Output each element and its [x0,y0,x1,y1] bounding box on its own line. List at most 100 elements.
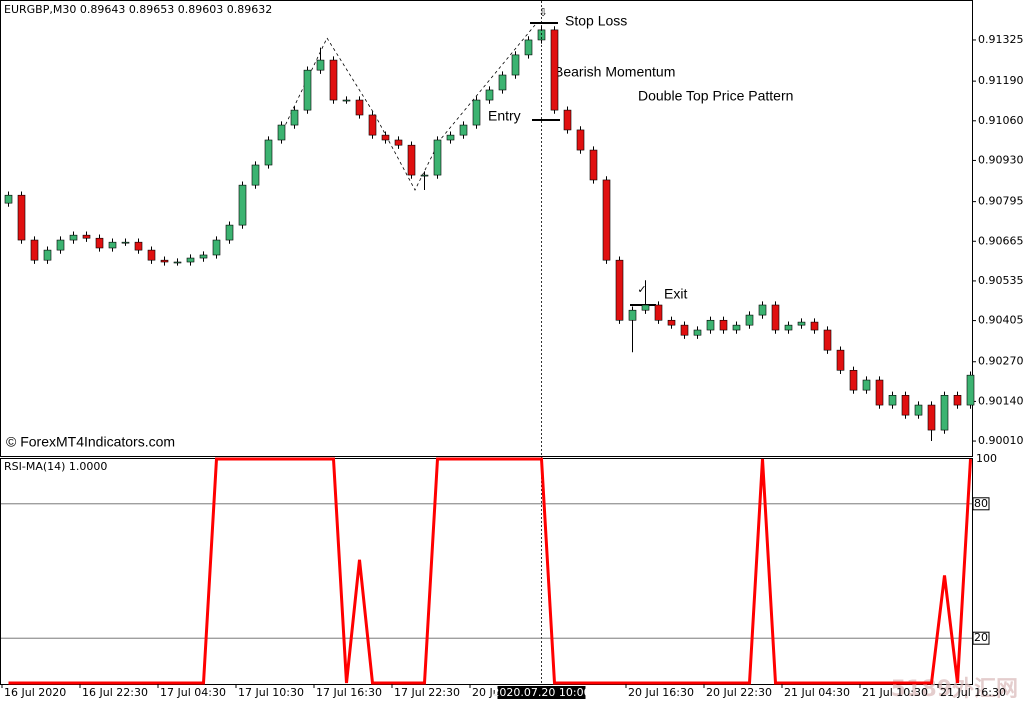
candle-body [95,237,104,249]
candle-body [433,139,442,176]
y-tick-label: 0.90665 [978,234,1024,247]
y-tick-label: 0.90270 [978,355,1024,368]
candle-body [771,304,780,331]
candle-body [316,59,325,71]
cursor-label-box [497,686,586,699]
indicator-line [8,457,972,685]
candle-body [4,194,13,204]
candle-body [212,239,221,256]
candle-body [641,304,650,311]
candle-body [680,324,689,336]
candle-body [160,259,169,263]
sell-arrow: ⇩ [538,6,547,19]
candle-body [875,379,884,406]
y-tick-label: 0.90140 [978,394,1024,407]
y-tick-label: 20 [974,631,988,644]
candle-body [823,329,832,351]
candle-body [121,241,130,244]
candle-body [134,241,143,251]
indicator-title: RSI-MA(14) 1.0000 [4,460,107,473]
x-tick-label: 17 Jul 10:30 [238,686,304,699]
candle-body [810,321,819,331]
x-tick-label: 21 Jul 10:30 [862,686,928,699]
candle-body [420,174,429,177]
candle-body [524,39,533,56]
candle-body [251,164,260,186]
candle-body [355,99,364,116]
candle-body [290,109,299,126]
candle-body [303,69,312,111]
annotation: Exit [664,286,687,302]
x-tick-label: 21 Jul 04:30 [784,686,850,699]
candle-body [186,257,195,263]
x-tick-label: 17 Jul 22:30 [394,686,460,699]
candle-body [264,139,273,166]
candle-body [108,241,117,249]
candle-body [732,324,741,331]
candle-body [563,109,572,131]
candle-body [654,304,663,321]
candle-body [472,99,481,126]
candle-body [966,374,975,406]
candle-body [719,319,728,331]
candle-body [82,234,91,239]
candle-body [550,29,559,111]
candle-body [836,349,845,371]
level-label-box [972,497,990,511]
candle-body [407,144,416,176]
y-tick-label: 0.90795 [978,195,1024,208]
candle-body [394,139,403,146]
x-tick-label: 16 Jul 2020 [4,686,66,699]
site-mark: 5189外汇网 [891,676,1018,702]
candle-body [628,309,637,321]
candle-body [901,395,910,416]
candle-body [602,179,611,261]
candle-body [30,239,39,261]
candle-body [927,404,936,431]
candle-body [199,254,208,259]
candle-body [576,129,585,151]
candle-body [485,89,494,101]
y-tick-label: 0.90930 [978,153,1024,166]
x-tick-label: 21 Jul 16:30 [940,686,1006,699]
candle-body [745,314,754,326]
pattern-line [282,24,536,191]
y-tick-label: 0.90010 [978,434,1024,447]
y-tick-label: 0.91190 [978,74,1024,87]
x-tick-label: 16 Jul 22:30 [82,686,148,699]
candle-body [446,134,455,141]
candle-body [940,395,949,431]
candle-body [888,395,897,406]
price-panel [0,0,973,457]
y-tick-label: 0.90405 [978,314,1024,327]
candle-body [277,124,286,141]
x-tick-label: 20 Jul 22:30 [706,686,772,699]
annotation: Double Top Price Pattern [638,88,793,104]
level-label-box [972,631,990,645]
candle-body [56,239,65,251]
candle-body [329,59,338,101]
candle-body [511,54,520,76]
indicator-panel [0,458,973,685]
chart-title: EURGBP,M30 0.89643 0.89653 0.89603 0.896… [4,3,272,16]
x-tick-label: 17 Jul 04:30 [160,686,226,699]
candle-body [342,99,351,102]
candle-body [69,234,78,241]
candle-body [43,249,52,261]
x-tick-label: 20 Jul 16:30 [628,686,694,699]
candle-body [615,259,624,321]
candle-body [173,261,182,264]
candle-body [225,224,234,241]
watermark: © ForexMT4Indicators.com [6,434,175,450]
y-tick-label: 0.90535 [978,274,1024,287]
annotation: Stop Loss [565,13,627,29]
candle-body [459,124,468,136]
candle-body [784,324,793,331]
candle-body [368,114,377,136]
candle-body [667,319,676,326]
annotation: Entry [488,108,521,124]
candle-body [381,134,390,141]
y-tick-label: 100 [976,452,997,465]
